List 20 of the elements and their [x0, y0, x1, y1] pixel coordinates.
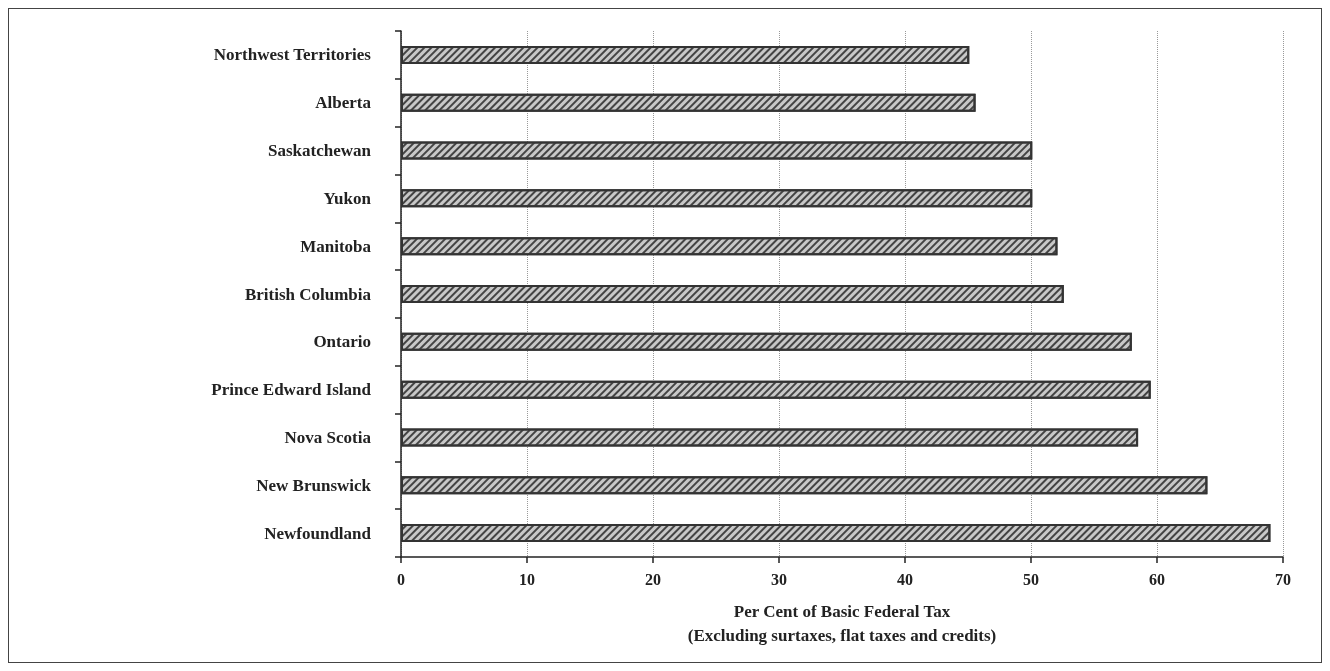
y-tick-label: Northwest Territories [213, 45, 372, 65]
y-tick-label: Alberta [315, 93, 372, 113]
y-tick-label: Saskatchewan [268, 141, 372, 161]
x-tick-label: 50 [1023, 570, 1039, 588]
y-tick-label: Prince Edward Island [211, 380, 372, 400]
y-tick-label: Yukon [323, 188, 372, 208]
y-tick-label: British Columbia [244, 284, 372, 304]
x-tick-label: 40 [897, 570, 913, 588]
x-tick-label: 30 [771, 570, 787, 588]
y-tick-label: New Brunswick [256, 475, 372, 495]
x-tick-label: 20 [645, 570, 661, 588]
y-tick-label: Nova Scotia [284, 427, 372, 447]
y-tick-label: Newfoundland [264, 523, 372, 543]
x-tick-label: 70 [1275, 570, 1291, 588]
y-tick-label: Ontario [313, 332, 371, 352]
x-axis-title: Per Cent of Basic Federal Tax (Excluding surtaxes, flat taxes and credits) [687, 601, 997, 645]
x-tick-label: 60 [1149, 570, 1165, 588]
x-tick-label: 0 [397, 570, 405, 588]
x-tick-label: 10 [519, 570, 535, 588]
y-tick-label: Manitoba [300, 236, 372, 256]
